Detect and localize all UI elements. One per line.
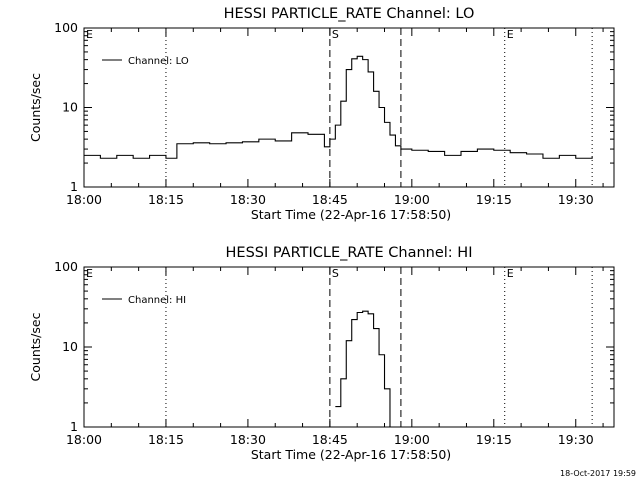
chart1-x-tick-label: 18:00 xyxy=(66,192,102,207)
chart1-x-tick-label: 18:30 xyxy=(230,192,266,207)
chart2-x-tick-label: 19:30 xyxy=(558,432,594,447)
chart2-series-line xyxy=(335,310,391,427)
chart2-x-tick-label: 18:15 xyxy=(148,432,184,447)
chart2-x-tick-label: 18:45 xyxy=(312,432,348,447)
chart1-x-axis-label: Start Time (22-Apr-16 17:58:50) xyxy=(251,207,451,222)
chart2-x-tick-label: 18:30 xyxy=(230,432,266,447)
chart1-x-tick-label: 18:15 xyxy=(148,192,184,207)
chart2-marker-label: S xyxy=(332,267,339,280)
chart2-y-tick-label: 1 xyxy=(70,419,78,434)
chart2-y-axis-label: Counts/sec xyxy=(28,312,43,381)
chart2-y-tick-label: 10 xyxy=(62,339,78,354)
chart1-x-tick-label: 19:00 xyxy=(394,192,430,207)
chart1-x-tick-label: 19:30 xyxy=(558,192,594,207)
chart2-x-tick-label: 19:00 xyxy=(394,432,430,447)
chart2-x-tick-label: 19:15 xyxy=(476,432,512,447)
chart1-marker-label: S xyxy=(332,28,339,41)
chart2-frame xyxy=(83,266,615,428)
chart2-x-axis-label: Start Time (22-Apr-16 17:58:50) xyxy=(251,447,451,462)
chart1-marker-label: E xyxy=(86,28,93,41)
chart2-marker-label: E xyxy=(507,267,514,280)
chart1-frame xyxy=(83,27,615,188)
chart1-marker-label: E xyxy=(507,28,514,41)
chart1-y-axis-label: Counts/sec xyxy=(28,73,43,142)
chart2-legend-label: Channel: HI xyxy=(128,295,186,306)
chart2-y-tick-label: 100 xyxy=(54,259,78,274)
chart2-marker-label: E xyxy=(86,267,93,280)
chart1-series-line xyxy=(84,55,593,159)
chart1-legend-label: Channel: LO xyxy=(128,56,189,67)
chart1-title: HESSI PARTICLE_RATE Channel: LO xyxy=(224,6,475,22)
chart1-y-tick-label: 100 xyxy=(54,20,78,35)
chart2-x-tick-label: 18:00 xyxy=(66,432,102,447)
chart1-y-tick-label: 1 xyxy=(70,179,78,194)
chart2-title: HESSI PARTICLE_RATE Channel: HI xyxy=(226,245,473,261)
chart1-x-tick-label: 18:45 xyxy=(312,192,348,207)
chart1-x-tick-label: 19:15 xyxy=(476,192,512,207)
chart1-y-tick-label: 10 xyxy=(62,100,78,115)
timestamp-label: 18-Oct-2017 19:59 xyxy=(560,469,636,478)
